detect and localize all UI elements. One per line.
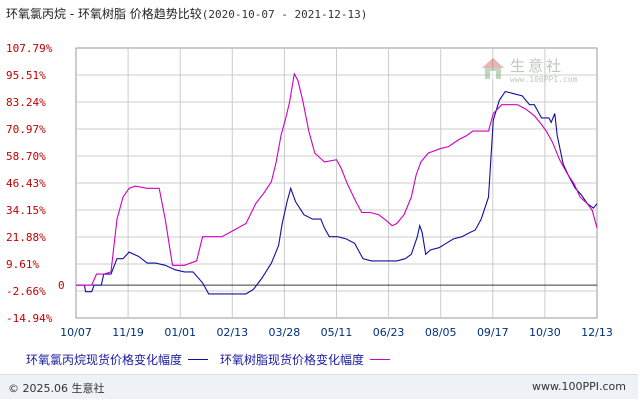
y-tick-label: 34.15%	[6, 204, 46, 217]
chart-canvas: -14.94% -2.66% 9.61% 21.88% 34.15% 46.43% 58.7…	[6, 42, 613, 339]
y-tick-label: 9.61%	[6, 258, 39, 271]
chart-date-range: (2020-10-07 - 2021-12-13)	[201, 8, 368, 21]
footer-copyright: © 2025.06 生意社	[8, 382, 105, 395]
legend-swatch-epoxy-resin	[370, 358, 391, 360]
x-tick-label: 10/07	[60, 326, 92, 339]
x-tick-label: 12/13	[581, 326, 613, 339]
chart-title: 环氧氯丙烷 - 环氧树脂 价格趋势比较(2020-10-07 - 2021-12…	[6, 5, 367, 22]
x-tick-label: 11/19	[112, 326, 144, 339]
y-tick-label: 70.97%	[6, 123, 46, 136]
x-tick-label: 10/30	[529, 326, 561, 339]
x-tick-label: 08/05	[425, 326, 457, 339]
legend-label-epichlorohydrin: 环氧氯丙烷现货价格变化幅度	[26, 352, 183, 367]
x-tick-label: 09/17	[477, 326, 509, 339]
watermark-logo: 生意社 www.100PPI.com	[480, 55, 580, 91]
y-tick-label: -2.66%	[6, 285, 46, 298]
x-tick-label: 01/01	[164, 326, 196, 339]
x-tick-label: 02/13	[216, 326, 248, 339]
legend-swatch-epichlorohydrin	[188, 358, 209, 360]
house-logo-icon	[482, 58, 504, 79]
chart-title-text: 环氧氯丙烷 - 环氧树脂 价格趋势比较	[6, 7, 202, 21]
chart-legend: 环氧氯丙烷现货价格变化幅度 环氧树脂现货价格变化幅度	[26, 350, 402, 368]
y-tick-label: 58.70%	[6, 150, 46, 163]
y-tick-label: 46.43%	[6, 177, 46, 190]
footer-bar: © 2025.06 生意社 www.100PPI.com	[0, 374, 638, 399]
series-line-2	[76, 72, 598, 286]
legend-label-epoxy-resin: 环氧树脂现货价格变化幅度	[220, 352, 365, 367]
y-tick-label: 83.24%	[6, 96, 46, 109]
watermark-name: 生意社	[510, 57, 565, 75]
x-tick-label: 05/11	[321, 326, 353, 339]
x-tick-label: 03/28	[269, 326, 301, 339]
zero-label: 0	[58, 279, 65, 292]
footer-url-link[interactable]: www.100PPI.com	[532, 380, 626, 393]
y-tick-label: 95.51%	[6, 69, 46, 82]
y-tick-label: 107.79%	[6, 42, 53, 55]
x-tick-label: 06/23	[373, 326, 405, 339]
series-line-1	[76, 90, 598, 295]
y-tick-label: -14.94%	[6, 312, 53, 325]
watermark-url: www.100PPI.com	[510, 75, 578, 84]
y-tick-label: 21.88%	[6, 231, 46, 244]
